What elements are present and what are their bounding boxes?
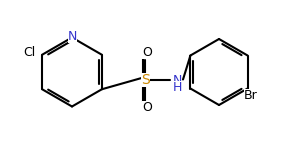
Text: O: O (142, 46, 152, 59)
Text: Cl: Cl (24, 46, 36, 59)
Text: O: O (142, 101, 152, 114)
Text: S: S (141, 73, 150, 86)
Text: H: H (173, 80, 182, 93)
Text: N: N (173, 74, 182, 87)
Text: Br: Br (244, 89, 258, 102)
Text: N: N (68, 29, 77, 42)
